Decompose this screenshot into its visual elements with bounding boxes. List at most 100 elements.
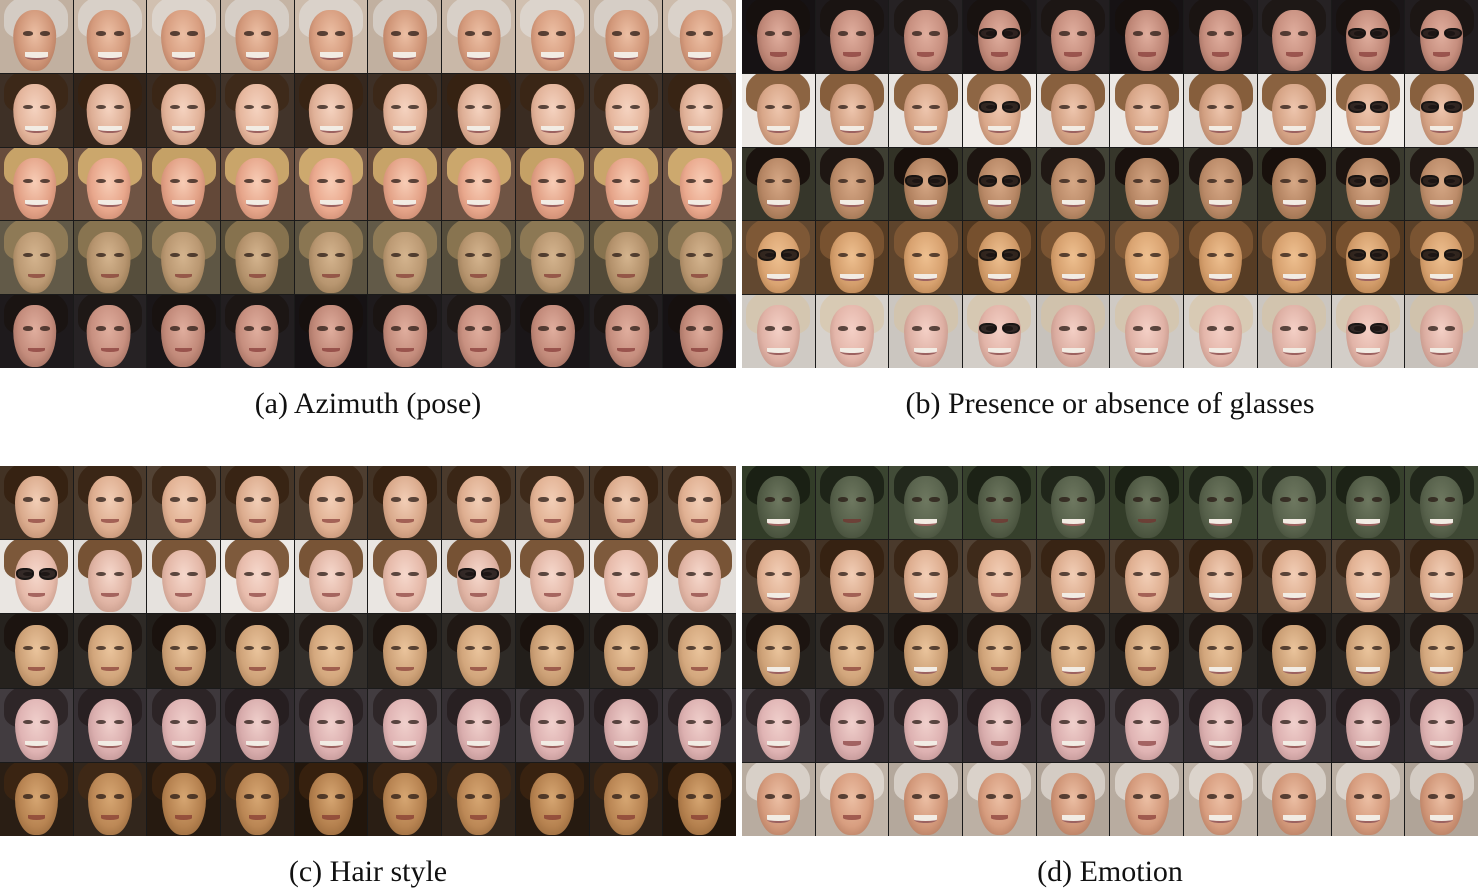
face-image	[1405, 73, 1478, 147]
face-image	[1184, 0, 1257, 73]
face-image	[1257, 614, 1331, 688]
face-image	[589, 762, 663, 836]
face-image	[294, 0, 368, 73]
face-image	[0, 147, 73, 221]
sunglasses	[1347, 27, 1389, 40]
face-image	[742, 762, 815, 836]
face-image	[589, 73, 663, 147]
face-image	[147, 73, 221, 147]
sunglasses	[979, 175, 1020, 187]
face-image	[589, 466, 663, 540]
sunglasses	[979, 27, 1020, 40]
face-image	[294, 688, 368, 762]
sunglasses	[1421, 175, 1462, 187]
face-image	[1405, 221, 1478, 295]
face-image	[1036, 0, 1110, 73]
face-image	[1331, 762, 1405, 836]
panel-hair-style: (c) Hair style	[0, 466, 736, 888]
face-image	[515, 221, 589, 295]
face-image	[1184, 221, 1257, 295]
face-image	[963, 147, 1036, 221]
face-image	[889, 221, 963, 295]
face-image	[0, 295, 73, 368]
face-image	[73, 614, 147, 688]
face-image	[815, 614, 889, 688]
face-image	[294, 466, 368, 540]
face-image	[1036, 614, 1110, 688]
face-image	[742, 295, 815, 368]
face-grid-hair-style	[0, 466, 736, 836]
face-image	[742, 688, 815, 762]
face-image	[0, 466, 73, 540]
face-image	[368, 147, 442, 221]
face-image	[221, 221, 294, 295]
sunglasses	[15, 568, 57, 580]
face-image	[221, 540, 294, 614]
face-image	[1036, 762, 1110, 836]
face-image	[294, 762, 368, 836]
face-image	[1405, 466, 1478, 540]
face-image	[663, 73, 736, 147]
face-image	[515, 73, 589, 147]
face-grid-azimuth	[0, 0, 736, 368]
face-image	[815, 688, 889, 762]
face-image	[1331, 688, 1405, 762]
face-image	[73, 762, 147, 836]
face-image	[294, 73, 368, 147]
face-image	[663, 614, 736, 688]
face-image	[742, 540, 815, 614]
face-image	[515, 147, 589, 221]
face-image	[815, 0, 889, 73]
face-image	[1257, 147, 1331, 221]
face-image	[1184, 614, 1257, 688]
sunglasses	[1347, 175, 1389, 187]
face-image	[1331, 0, 1405, 73]
face-image	[515, 688, 589, 762]
face-image	[1405, 0, 1478, 73]
sunglasses	[979, 101, 1020, 114]
face-image	[221, 466, 294, 540]
face-image	[442, 762, 515, 836]
face-image	[221, 73, 294, 147]
face-image	[1110, 466, 1184, 540]
face-image	[1257, 540, 1331, 614]
face-image	[1110, 762, 1184, 836]
face-image	[1257, 762, 1331, 836]
face-image	[742, 147, 815, 221]
face-image	[294, 221, 368, 295]
face-image	[515, 0, 589, 73]
face-image	[589, 540, 663, 614]
face-image	[147, 295, 221, 368]
face-image	[515, 466, 589, 540]
face-image	[663, 688, 736, 762]
face-image	[1184, 73, 1257, 147]
face-image	[1331, 540, 1405, 614]
face-image	[1184, 540, 1257, 614]
face-image	[0, 540, 73, 614]
face-image	[963, 221, 1036, 295]
face-image	[73, 688, 147, 762]
face-image	[1110, 147, 1184, 221]
face-image	[442, 147, 515, 221]
face-image	[368, 73, 442, 147]
face-image	[963, 295, 1036, 368]
face-image	[442, 0, 515, 73]
face-image	[815, 295, 889, 368]
face-image	[442, 540, 515, 614]
face-image	[589, 688, 663, 762]
face-image	[442, 688, 515, 762]
face-image	[1331, 73, 1405, 147]
sunglasses	[905, 175, 947, 187]
face-image	[515, 295, 589, 368]
face-image	[889, 73, 963, 147]
face-image	[368, 762, 442, 836]
face-image	[147, 221, 221, 295]
face-image	[1036, 540, 1110, 614]
face-image	[963, 614, 1036, 688]
face-image	[368, 466, 442, 540]
face-image	[663, 762, 736, 836]
face-image	[1036, 221, 1110, 295]
face-image	[889, 614, 963, 688]
face-image	[147, 688, 221, 762]
face-image	[815, 762, 889, 836]
